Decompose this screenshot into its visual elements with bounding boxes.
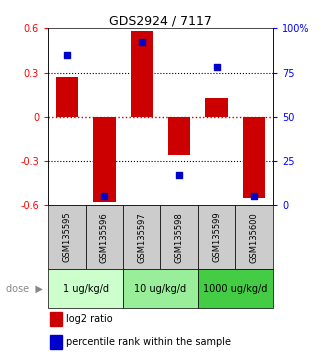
Text: GSM135595: GSM135595 [62,212,71,263]
Bar [131,31,153,117]
Bar [168,117,190,155]
Point [139,40,144,45]
Text: GSM135600: GSM135600 [250,212,259,263]
Text: 1000 ug/kg/d: 1000 ug/kg/d [203,284,268,293]
Bar [123,205,160,269]
Text: percentile rank within the sample: percentile rank within the sample [66,337,231,347]
Point [102,194,107,199]
Text: 10 ug/kg/d: 10 ug/kg/d [134,284,187,293]
Bar [93,117,116,202]
Text: GSM135596: GSM135596 [100,212,109,263]
Point [214,64,219,70]
Point [177,172,182,178]
Bar [50,335,62,349]
Text: dose  ▶: dose ▶ [6,284,43,293]
Text: 1 ug/kg/d: 1 ug/kg/d [63,284,108,293]
Text: GSM135599: GSM135599 [212,212,221,263]
Bar [243,117,265,198]
Bar [48,269,123,308]
Bar [50,312,62,326]
Title: GDS2924 / 7117: GDS2924 / 7117 [109,14,212,27]
Bar [123,269,198,308]
Bar [160,205,198,269]
Point [252,194,257,199]
Point [64,52,69,58]
Text: log2 ratio: log2 ratio [66,314,113,324]
Bar [56,77,78,117]
Bar [48,205,86,269]
Bar [198,269,273,308]
Bar [198,205,235,269]
Text: GSM135598: GSM135598 [175,212,184,263]
Text: GSM135597: GSM135597 [137,212,146,263]
Bar [86,205,123,269]
Bar [235,205,273,269]
Bar [205,98,228,117]
